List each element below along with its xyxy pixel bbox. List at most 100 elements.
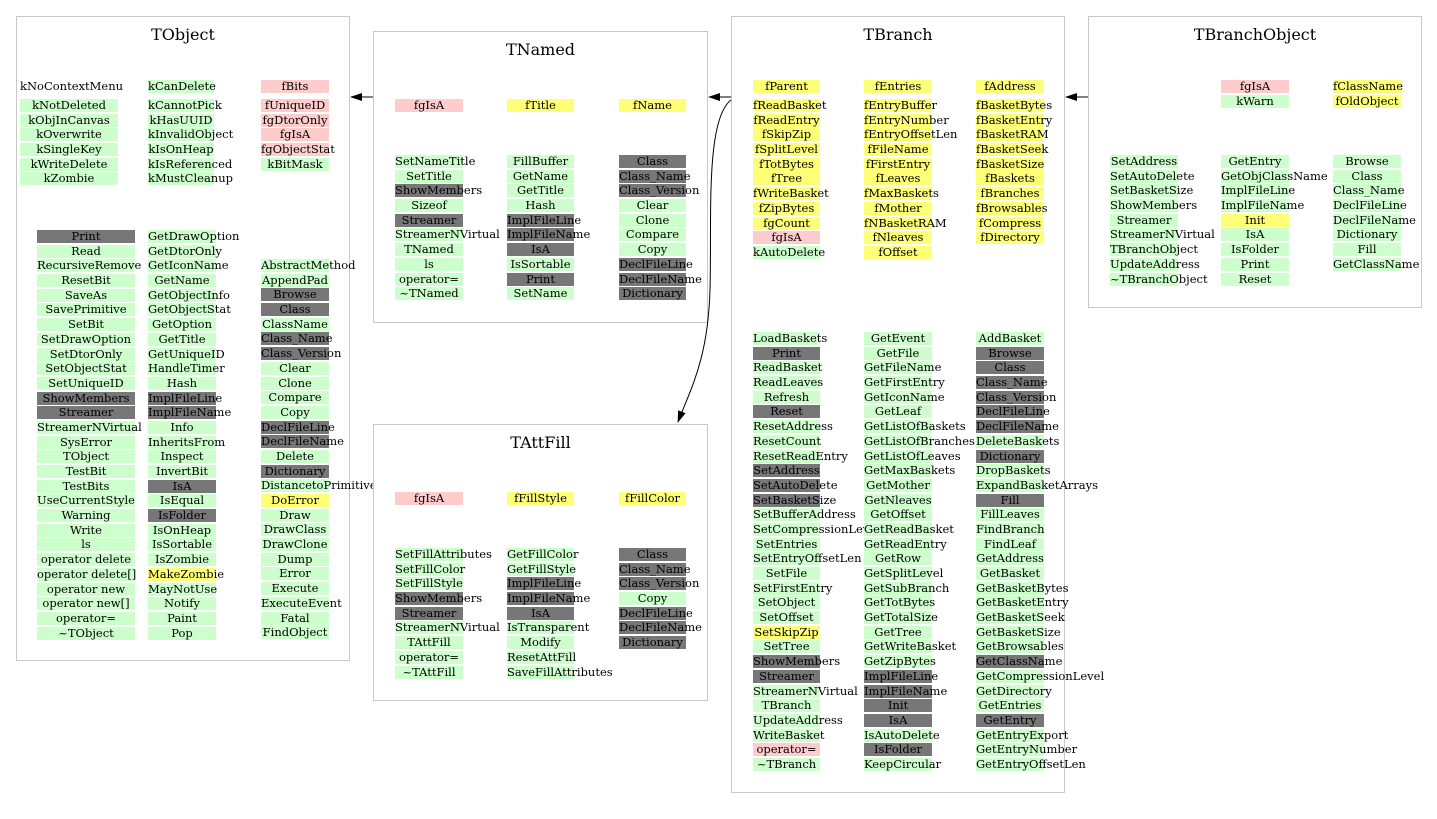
- member-item: Copy: [619, 592, 686, 606]
- member-item: GetAddress: [976, 551, 1044, 566]
- member-column: LoadBaskets Print ReadBasket ReadLeaves Refr…: [753, 332, 880, 773]
- member-item: IsAutoDelete: [864, 727, 940, 742]
- member-item: GetFillStyle: [507, 561, 577, 576]
- member-item: Reset: [753, 405, 820, 419]
- class-title-tobject: TObject: [151, 25, 215, 44]
- member-item: InvertBit: [148, 465, 216, 478]
- member-item: DeclFileLine: [261, 419, 335, 434]
- member-item: fCompress: [976, 216, 1044, 230]
- class-box-tnamed: TNamed fgIsA fTitle fName SetNameTitle Se…: [373, 31, 708, 323]
- member-item: DeclFileLine: [619, 256, 693, 271]
- member-item: GetNleaves: [864, 492, 932, 507]
- member-item: Dictionary: [1333, 228, 1401, 242]
- member-column: kCannotPick kHasUUID kInvalidObject kIsOnHe…: [148, 99, 233, 187]
- member-item: Dictionary: [619, 287, 686, 301]
- member-item: GetTree: [864, 625, 932, 639]
- member-item: GetName: [507, 169, 574, 183]
- member-item: Error: [261, 567, 329, 581]
- member-item: TestBits: [37, 479, 135, 493]
- member-item: SaveAs: [37, 288, 135, 302]
- class-box-tbranch: TBranch fParent fEntries fAddress fReadB…: [731, 16, 1104, 793]
- member-item: Init: [864, 699, 932, 713]
- member-item: fTitle: [507, 99, 574, 112]
- member-item: operator=: [37, 611, 135, 625]
- member-item: ResetBit: [37, 274, 135, 288]
- member-item: fReadEntry: [753, 112, 820, 127]
- member-item: IsZombie: [148, 553, 216, 567]
- member-item: HandleTimer: [148, 361, 225, 376]
- member-item: MayNotUse: [148, 581, 218, 596]
- member-item: fSkipZip: [753, 128, 820, 142]
- member-item: DeclFileName: [619, 620, 702, 635]
- member-item: DeclFileName: [1333, 212, 1416, 227]
- member-item: IsFolder: [864, 743, 932, 757]
- member-item: ReadLeaves: [753, 375, 824, 390]
- member-item: fNleaves: [864, 231, 932, 245]
- member-item: operator delete[]: [37, 566, 137, 581]
- member-column: fName: [619, 99, 686, 114]
- member-item: AddBasket: [976, 332, 1044, 345]
- member-item: Class_Name: [261, 331, 333, 346]
- member-column: Print Read RecursiveRemove ResetBit SaveAs Sa…: [37, 230, 142, 641]
- member-item: kOverwrite: [20, 128, 118, 142]
- member-item: Print: [507, 272, 574, 286]
- member-item: GetBrowsables: [976, 639, 1064, 654]
- member-item: GetZipBytes: [864, 654, 936, 669]
- member-item: Dump: [261, 552, 329, 566]
- member-item: IsA: [1221, 228, 1289, 242]
- member-item: SetAutoDelete: [753, 477, 838, 492]
- member-item: ResetCount: [753, 433, 821, 448]
- member-item: fTree: [753, 172, 820, 186]
- member-column: GetEntry GetObjClassName ImplFileLine ImplF…: [1221, 155, 1328, 287]
- member-item: fgIsA: [395, 492, 463, 505]
- member-item: DeclFileName: [619, 271, 702, 286]
- member-item: fMaxBaskets: [864, 186, 939, 201]
- member-column: fFillColor: [619, 492, 686, 507]
- member-item: fBits: [261, 80, 329, 93]
- member-item: GetRow: [864, 552, 932, 566]
- member-item: Hash: [148, 376, 216, 390]
- member-item: Draw: [261, 508, 329, 522]
- member-item: Browse: [261, 288, 329, 302]
- member-column: kCanDelete: [148, 80, 216, 95]
- member-item: fOldObject: [1333, 94, 1401, 108]
- member-item: Streamer: [753, 669, 820, 683]
- member-item: fgIsA: [1221, 80, 1289, 93]
- member-item: kIsOnHeap: [148, 142, 214, 157]
- member-item: ImplFileName: [864, 683, 948, 698]
- member-item: IsA: [864, 713, 932, 727]
- member-item: DeclFileLine: [1333, 198, 1407, 213]
- class-box-tattfill: TAttFill fgIsA fFillStyle fFillColor Set…: [373, 424, 708, 701]
- member-item: Fill: [1333, 243, 1401, 257]
- member-item: SetObject: [753, 596, 820, 610]
- member-item: fWriteBasket: [753, 186, 829, 201]
- member-item: Dictionary: [261, 464, 329, 478]
- member-item: GetTitle: [148, 332, 216, 346]
- member-item: GetOption: [148, 318, 216, 332]
- member-item: Write: [37, 523, 135, 537]
- member-item: Fill: [976, 493, 1044, 507]
- member-item: ~TBranch: [753, 757, 820, 771]
- member-item: Class: [619, 548, 686, 561]
- member-item: SetDrawOption: [37, 332, 135, 346]
- member-item: GetObjectStat: [148, 302, 231, 317]
- member-item: operator=: [753, 743, 820, 757]
- member-item: ShowMembers: [395, 183, 483, 198]
- member-item: ShowMembers: [37, 391, 135, 405]
- member-item: fClassName: [1333, 79, 1404, 93]
- member-item: SetTitle: [395, 169, 463, 183]
- member-item: ShowMembers: [753, 654, 841, 669]
- member-item: fgIsA: [753, 231, 820, 245]
- member-column: fFillStyle: [507, 492, 574, 507]
- member-item: ImplFileLine: [1221, 183, 1296, 198]
- member-item: GetBasketSeek: [976, 610, 1065, 625]
- member-column: AddBasket Browse Class Class_Name Class_Vers…: [976, 332, 1104, 773]
- member-item: fBasketRAM: [976, 127, 1049, 142]
- member-item: SysError: [37, 435, 135, 449]
- member-item: kSingleKey: [20, 143, 118, 157]
- member-item: ls: [395, 257, 463, 271]
- class-box-tbranchobject: TBranchObject fgIsA kWarn fClassName fOldO…: [1088, 16, 1422, 308]
- member-item: fFileName: [864, 143, 932, 157]
- member-item: GetReadEntry: [864, 536, 947, 551]
- member-item: IsFolder: [1221, 243, 1289, 257]
